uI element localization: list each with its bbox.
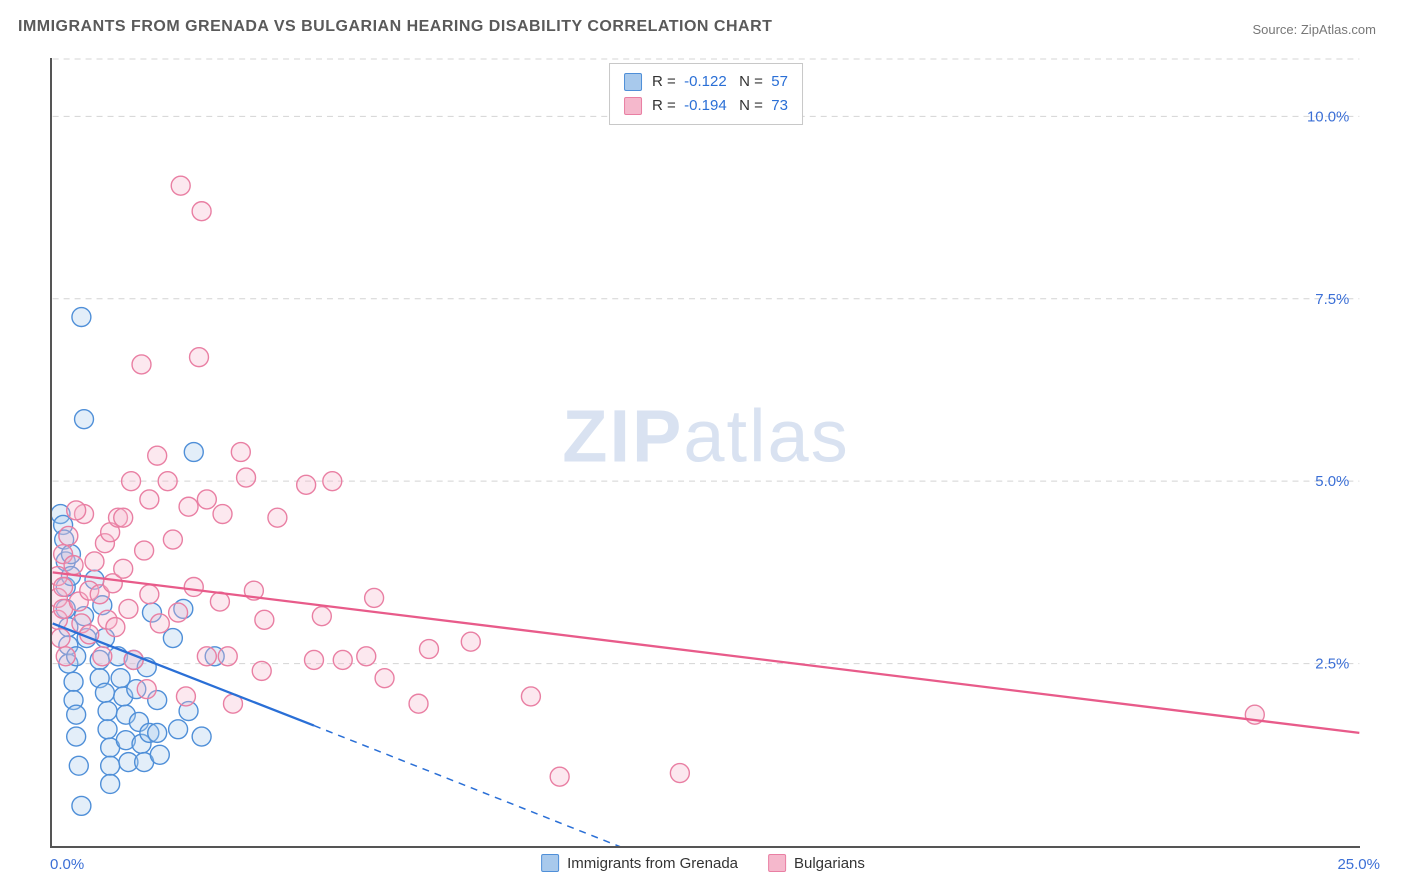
- swatch-grenada: [624, 73, 642, 91]
- svg-text:2.5%: 2.5%: [1315, 656, 1349, 673]
- series-legend: Immigrants from Grenada Bulgarians: [541, 854, 865, 872]
- legend-row-grenada: R = -0.122 N = 57: [624, 70, 788, 94]
- r-value-grenada: -0.122: [684, 73, 727, 90]
- x-origin-label: 0.0%: [50, 856, 84, 873]
- source-link[interactable]: ZipAtlas.com: [1301, 22, 1376, 37]
- n-value-grenada: 57: [771, 73, 788, 90]
- plot-area: ZIPatlas R = -0.122 N = 57 R = -0.194 N …: [50, 58, 1360, 848]
- legend-item-bulgarians: Bulgarians: [768, 854, 865, 872]
- legend-item-grenada: Immigrants from Grenada: [541, 854, 738, 872]
- source-attribution: Source: ZipAtlas.com: [1252, 22, 1376, 37]
- legend-row-bulgarians: R = -0.194 N = 73: [624, 94, 788, 118]
- r-value-bulgarians: -0.194: [684, 97, 727, 114]
- correlation-legend: R = -0.122 N = 57 R = -0.194 N = 73: [609, 63, 803, 125]
- svg-text:7.5%: 7.5%: [1315, 291, 1349, 308]
- legend-label-grenada: Immigrants from Grenada: [567, 855, 738, 872]
- svg-text:5.0%: 5.0%: [1315, 473, 1349, 490]
- swatch-bulgarians: [624, 97, 642, 115]
- scatter-svg: 2.5% 5.0% 7.5% 10.0%: [52, 58, 1360, 846]
- source-prefix: Source:: [1252, 22, 1300, 37]
- swatch-grenada-bottom: [541, 854, 559, 872]
- n-value-bulgarians: 73: [771, 97, 788, 114]
- chart-title: IMMIGRANTS FROM GRENADA VS BULGARIAN HEA…: [18, 18, 772, 36]
- svg-text:10.0%: 10.0%: [1307, 108, 1349, 125]
- x-max-label: 25.0%: [1337, 856, 1380, 873]
- legend-label-bulgarians: Bulgarians: [794, 855, 865, 872]
- swatch-bulgarians-bottom: [768, 854, 786, 872]
